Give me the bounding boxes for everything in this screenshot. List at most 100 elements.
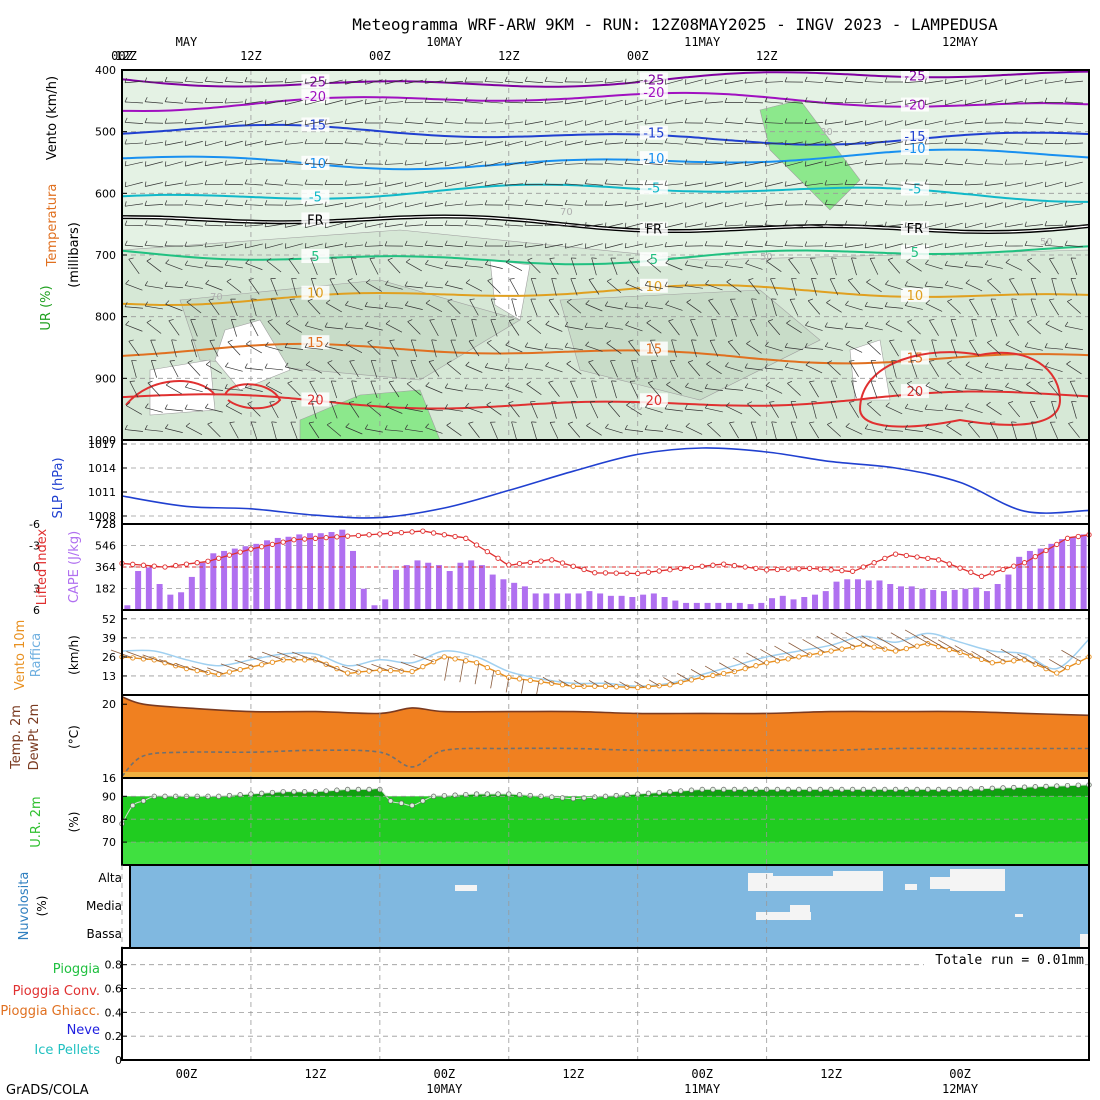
wind-barb-shaft — [811, 401, 817, 419]
wind-barb-flag — [984, 180, 987, 186]
wind-barb — [924, 222, 943, 228]
wind-barb — [385, 280, 403, 290]
wind-barb — [844, 140, 863, 147]
wind-barb — [884, 243, 903, 249]
wind-barb — [404, 281, 423, 289]
wind-barb-flag — [324, 158, 328, 164]
wind-barb — [165, 259, 183, 271]
wind-barb — [849, 360, 859, 377]
wind-barb — [284, 243, 303, 249]
wind-barb-flag — [867, 401, 872, 405]
wind-barb-shaft — [345, 244, 363, 248]
wind-barb — [744, 383, 763, 392]
wind-barb-shaft — [845, 120, 863, 126]
wind-barb-flag — [784, 240, 788, 246]
wind-barb — [224, 98, 244, 104]
wind-barb — [924, 119, 943, 126]
wind-barb-shaft — [225, 264, 243, 269]
wind-barb-flag — [964, 118, 967, 124]
wind-arrow — [921, 634, 946, 649]
wind-barb-flag — [327, 360, 333, 363]
wind-barb-flag — [404, 97, 407, 103]
wind-barb — [330, 401, 338, 419]
y-tick-label: 0 — [115, 1054, 122, 1067]
wind-barb-shaft — [646, 322, 662, 334]
wind-barb-flag — [744, 138, 747, 144]
wind-barb-flag — [804, 97, 808, 103]
wind-barb-shaft — [889, 381, 899, 398]
wind-barb-flag — [1067, 298, 1072, 302]
wind-barb — [804, 161, 823, 167]
wind-barb-flag — [845, 300, 849, 306]
wind-barb-shaft — [885, 284, 903, 290]
wind-arrow — [774, 645, 795, 659]
wind-barb-shaft — [1065, 244, 1083, 248]
wind-barb-flag — [264, 179, 268, 184]
wind-barb-shaft — [385, 223, 403, 228]
rh-point — [678, 788, 684, 794]
lifted-index-point — [592, 570, 598, 576]
wind-barb-shaft — [1025, 346, 1043, 351]
wind-barb — [784, 181, 803, 187]
wind-barb-shaft — [509, 278, 519, 296]
wind-barb — [1045, 362, 1063, 373]
wind-barb-flag — [304, 342, 308, 348]
wind-barb-flag — [144, 240, 148, 246]
wind-barb — [1067, 298, 1081, 314]
y-tick-label: 700 — [95, 249, 116, 262]
wind-barb-shaft — [230, 299, 238, 316]
wind-barb-shaft — [606, 280, 622, 294]
wind-barb — [607, 401, 621, 418]
wind-barb-flag — [584, 99, 587, 105]
wind-barb — [224, 76, 244, 83]
wind-barb — [1044, 117, 1063, 125]
wind-barb-shaft — [266, 260, 282, 273]
wind-barb-shaft — [291, 278, 297, 296]
wind-barb — [504, 180, 523, 186]
wind-point — [538, 679, 544, 685]
wind-arrow — [126, 651, 148, 660]
wind-barb-shaft — [945, 203, 963, 207]
wind-barb-shaft — [305, 80, 323, 84]
wind-arrow — [648, 679, 660, 687]
wind-barb-shaft — [967, 423, 981, 438]
cape-bar — [919, 588, 926, 610]
wind-barb — [984, 362, 1003, 372]
wind-barb — [1004, 98, 1023, 105]
wind-barb-flag — [824, 76, 828, 82]
wind-barb — [184, 260, 203, 269]
wind-barb-flag — [384, 241, 388, 246]
wind-barb-shaft — [1045, 323, 1063, 333]
wind-barb-shaft — [725, 202, 743, 208]
wind-barb-flag — [827, 421, 832, 425]
lifted-index-point — [538, 558, 544, 564]
lifted-index-point — [495, 555, 501, 561]
wind-barb-flag — [765, 381, 770, 386]
wind-barb-shaft — [345, 202, 363, 208]
wind-barb — [165, 300, 183, 312]
wind-barb-flag — [464, 384, 468, 389]
wind-barb-flag — [1064, 240, 1068, 246]
wind-barb — [464, 118, 484, 124]
wind-barb — [404, 202, 423, 208]
wind-barb-flag — [724, 117, 728, 123]
wind-barb-flag — [864, 221, 867, 227]
wind-barb-flag — [824, 160, 827, 167]
wind-barb-flag — [844, 119, 847, 125]
wind-barb-flag — [428, 360, 434, 362]
wind-arrow — [937, 639, 961, 653]
wind-barb — [505, 382, 523, 393]
wind-barb-shaft — [1025, 367, 1043, 371]
axis-label: Temp. 2m — [9, 705, 24, 770]
wind-barb-shaft — [725, 405, 743, 415]
wind-barb-flag — [205, 279, 210, 284]
wind-barb-shaft — [845, 344, 863, 353]
wind-barb — [444, 280, 463, 290]
wind-barb-shaft — [669, 360, 679, 378]
y-tick-label: 0.8 — [105, 959, 123, 972]
wind-barb — [764, 139, 783, 145]
wind-barb-shaft — [865, 428, 883, 433]
wind-barb — [864, 179, 884, 186]
wind-barb-shaft — [724, 224, 744, 227]
wind-barb-flag — [764, 97, 768, 102]
